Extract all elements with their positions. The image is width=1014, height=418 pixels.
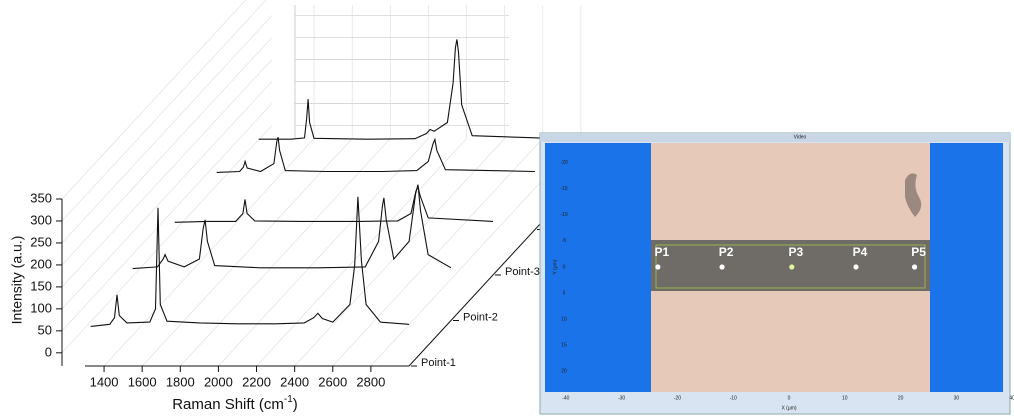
image-y-tick: -15 <box>560 186 567 192</box>
image-x-tick: 30 <box>954 395 960 401</box>
y-tick-label: 200 <box>30 256 52 271</box>
spectrum <box>258 39 578 140</box>
image-x-tick: -30 <box>618 395 625 401</box>
scan-point <box>789 264 795 270</box>
x-tick-label: 1800 <box>166 374 195 389</box>
side-grid-line <box>61 0 247 200</box>
point-label: P5 <box>911 245 926 259</box>
image-y-tick: -20 <box>560 160 567 166</box>
x-tick-label: 1600 <box>128 374 157 389</box>
image-y-tick: -5 <box>562 238 567 244</box>
side-grid-line <box>61 59 273 288</box>
blue-panel <box>545 143 651 392</box>
floor-grid-line <box>256 138 467 367</box>
microscope-image: Video Y (µm) X (µm) -40 -30 -20 -10 0 10 20 30 4… <box>539 132 1014 415</box>
image-y-tick: -10 <box>560 212 567 218</box>
image-x-tick: -20 <box>674 395 681 401</box>
x-tick-label: 2800 <box>356 374 385 389</box>
x-label-sup: -1 <box>284 394 293 405</box>
scan-point <box>719 264 725 270</box>
blue-panel <box>930 143 1003 392</box>
x-label-part: Raman Shift (cm <box>172 396 284 413</box>
title-bar <box>540 133 1010 142</box>
side-grid-line <box>61 103 273 332</box>
image-y-tick: 0 <box>563 264 566 270</box>
floor-grid-line <box>103 138 315 367</box>
floor-grid-line <box>332 138 543 367</box>
side-grid-line <box>61 37 273 266</box>
image-x-tick: 20 <box>898 395 904 401</box>
side-grid-line <box>61 0 267 222</box>
y-tick-label: 300 <box>30 212 52 227</box>
image-y-tick: 15 <box>561 343 567 349</box>
debris <box>905 173 922 217</box>
scan-point <box>911 264 918 270</box>
image-x-tick: 40 <box>1009 395 1014 401</box>
x-tick-label: 2000 <box>204 374 233 389</box>
series-label: Point-1 <box>421 357 456 369</box>
y-tick-label: 350 <box>30 190 52 205</box>
image-x-tick: 0 <box>788 395 791 401</box>
x-tick-label: 1400 <box>90 374 119 389</box>
series-label: Point-3 <box>505 266 540 278</box>
image-x-tick: -40 <box>562 395 569 401</box>
floor-grid-line <box>141 138 353 367</box>
scan-point <box>655 264 661 270</box>
side-grid-line <box>61 125 273 354</box>
point-label: P4 <box>853 245 868 259</box>
y-tick-label: 0 <box>45 344 52 359</box>
image-x-tick: 10 <box>842 395 848 401</box>
x-tick-label: 2600 <box>318 374 347 389</box>
point-label: P1 <box>655 245 670 259</box>
point-label: P3 <box>788 245 803 259</box>
image-y-tick: 5 <box>563 290 566 296</box>
series-label: Point-2 <box>463 311 498 323</box>
image-y-tick: 20 <box>561 369 567 375</box>
scan-point <box>853 264 859 270</box>
y-tick-label: 250 <box>30 234 52 249</box>
y-tick-label: 150 <box>30 278 52 293</box>
y-tick-label: 50 <box>38 322 52 337</box>
image-x-tick: -10 <box>730 395 737 401</box>
x-axis-label: Raman Shift (cm-1) <box>172 394 298 413</box>
y-axis-label: Intensity (a.u.) <box>9 236 25 325</box>
spectrum <box>90 196 410 327</box>
x-tick-label: 2200 <box>242 374 271 389</box>
spectrum <box>216 137 536 173</box>
side-grid-line <box>61 81 273 310</box>
image-y-tick: 10 <box>561 317 567 323</box>
floor-grid-line <box>180 138 391 367</box>
x-tick-label: 2400 <box>280 374 309 389</box>
x-label-part: ) <box>293 396 298 413</box>
y-tick-label: 100 <box>30 300 52 315</box>
side-grid-line <box>61 15 273 244</box>
image-y-label: Y (µm) <box>552 259 558 274</box>
image-x-label: X (µm) <box>781 405 796 411</box>
image-title: Video <box>794 134 807 140</box>
floor-grid-line <box>218 138 429 367</box>
point-label: P2 <box>719 245 734 259</box>
spectrum <box>132 184 452 270</box>
